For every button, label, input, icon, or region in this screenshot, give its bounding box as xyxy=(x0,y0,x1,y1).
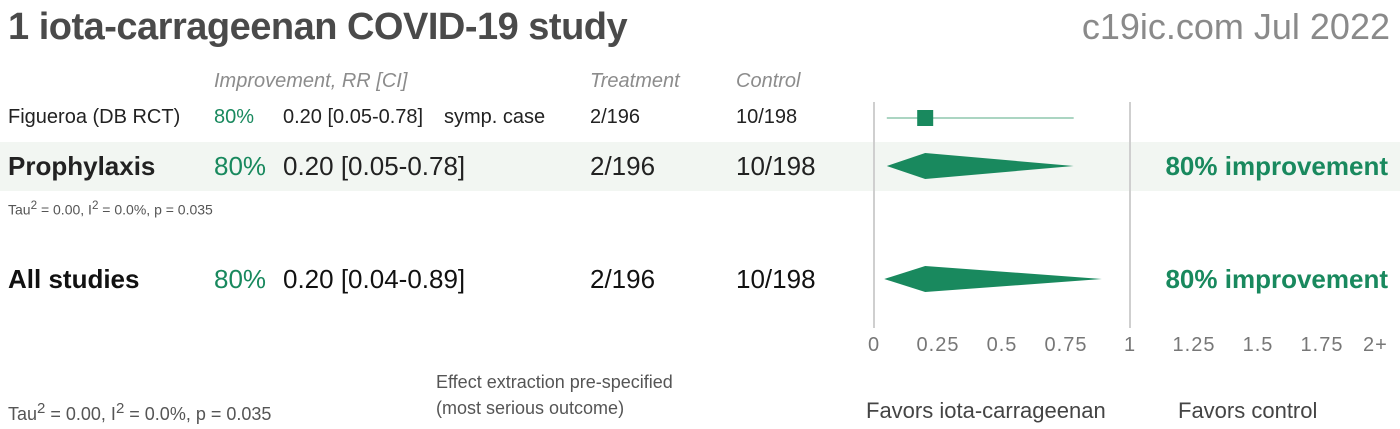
footer-note-line2: (most serious outcome) xyxy=(436,398,625,418)
study-treatment: 2/196 xyxy=(590,106,641,128)
header-improvement: Improvement, RR [CI] xyxy=(214,70,408,92)
footer-heterogeneity: Tau2 = 0.00, I2 = 0.0%, p = 0.035 xyxy=(8,400,272,424)
axis-tick-label: 1.75 xyxy=(1300,334,1344,356)
axis-tick-label: 1.5 xyxy=(1242,334,1274,356)
study-outcome: symp. case xyxy=(444,106,546,128)
all-studies-treatment: 2/196 xyxy=(590,264,656,294)
page-title: 1 iota-carrageenan COVID-19 study xyxy=(8,6,628,48)
study-improvement: 80% xyxy=(214,106,255,128)
axis-tick-label: 0.25 xyxy=(916,334,960,356)
prophylaxis-treatment: 2/196 xyxy=(590,151,656,181)
study-name: Figueroa (DB RCT) xyxy=(8,106,181,128)
header-treatment: Treatment xyxy=(590,70,680,92)
prophylaxis-diamond xyxy=(886,153,1074,179)
axis-tick-label: 0.75 xyxy=(1044,334,1088,356)
favors-control-label: Favors control xyxy=(1178,398,1318,423)
prophylaxis-rr: 0.20 [0.05-0.78] xyxy=(283,151,466,181)
footer-note-line1: Effect extraction pre-specified xyxy=(436,372,673,392)
header-control: Control xyxy=(736,70,801,92)
all-studies-rr: 0.20 [0.04-0.89] xyxy=(283,264,466,294)
prophylaxis-summary: 80% improvement xyxy=(1165,151,1388,181)
axis-tick-label: 1.25 xyxy=(1172,334,1216,356)
prophylaxis-heterogeneity: Tau2 = 0.00, I2 = 0.0%, p = 0.035 xyxy=(8,199,213,218)
study-rr: 0.20 [0.05-0.78] xyxy=(283,106,424,128)
prophylaxis-control: 10/198 xyxy=(736,151,816,181)
axis-tick-label: 0 xyxy=(867,334,881,356)
all-studies-improvement: 80% xyxy=(214,264,267,294)
all-studies-name: All studies xyxy=(8,264,140,294)
site-label: c19ic.com Jul 2022 xyxy=(1081,6,1390,47)
favors-treatment-label: Favors iota-carrageenan xyxy=(866,398,1106,423)
all-studies-control: 10/198 xyxy=(736,264,816,294)
prophylaxis-name: Prophylaxis xyxy=(8,151,156,181)
study-point-marker xyxy=(917,110,934,126)
axis-tick-label: 2+ xyxy=(1363,334,1388,356)
axis-tick-label: 1 xyxy=(1123,334,1137,356)
prophylaxis-band xyxy=(0,142,1400,191)
axis-tick-label: 0.5 xyxy=(986,334,1018,356)
study-control: 10/198 xyxy=(736,106,798,128)
all-studies-diamond xyxy=(884,266,1102,292)
prophylaxis-improvement: 80% xyxy=(214,151,267,181)
all-studies-summary: 80% improvement xyxy=(1165,264,1388,294)
